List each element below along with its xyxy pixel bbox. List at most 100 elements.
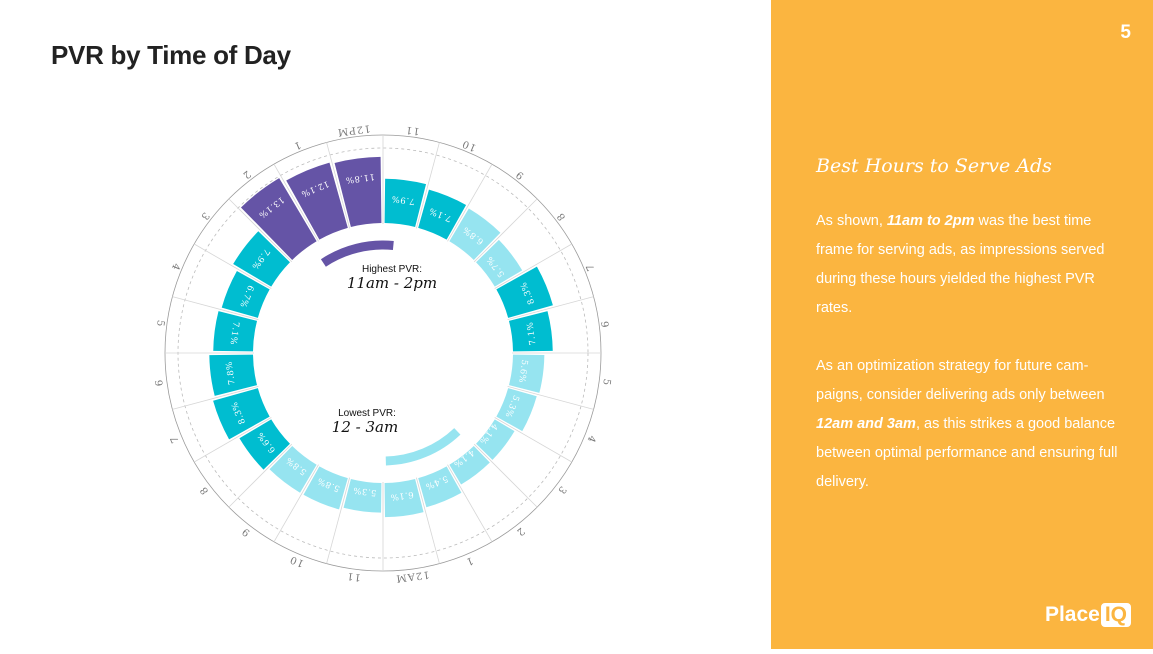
sector-divider xyxy=(416,142,440,229)
hour-label-22: 10 xyxy=(288,553,306,569)
placeiq-logo: Place IQ xyxy=(1045,603,1131,627)
bar-13 xyxy=(286,162,348,240)
slide-title: PVR by Time of Day xyxy=(51,40,291,70)
bar-16 xyxy=(221,271,270,318)
sector-divider xyxy=(473,443,538,508)
hour-label-0: 12AM xyxy=(395,568,430,583)
hour-label-6: 6 xyxy=(600,319,612,328)
hour-label-21: 9 xyxy=(240,525,253,538)
hour-label-13: 1 xyxy=(291,139,302,152)
sector-divider xyxy=(473,198,538,263)
hour-label-9: 9 xyxy=(514,168,527,181)
bar-17 xyxy=(213,311,258,352)
sector-divider xyxy=(494,243,572,289)
bar-4 xyxy=(496,388,537,432)
hour-label-10: 10 xyxy=(460,137,478,153)
bar-2 xyxy=(449,446,490,485)
lowest-range: 12 - 3am xyxy=(332,418,398,436)
hour-label-23: 11 xyxy=(346,570,362,583)
logo-box: IQ xyxy=(1100,603,1131,627)
data-label-12: 11.8% xyxy=(345,171,376,185)
bar-23 xyxy=(343,478,382,513)
hour-label-8: 8 xyxy=(555,210,568,223)
bar-20 xyxy=(239,419,290,470)
hour-label-20: 8 xyxy=(198,484,211,497)
sector-divider xyxy=(194,243,272,289)
sector-divider xyxy=(507,386,594,410)
sector-divider xyxy=(326,477,350,564)
lowest-label: Lowest PVR: xyxy=(338,408,396,419)
bar-12 xyxy=(334,156,382,228)
data-label-6: 7.1% xyxy=(525,321,538,346)
hour-label-11: 11 xyxy=(404,124,420,137)
sector-divider xyxy=(228,443,293,508)
bar-15 xyxy=(233,231,290,287)
data-label-17: 7.1% xyxy=(228,321,241,346)
data-label-23: 5.3% xyxy=(352,484,377,497)
sector-divider xyxy=(326,142,350,229)
lowest-arc xyxy=(385,428,461,466)
hour-label-12: 12PM xyxy=(336,122,371,137)
chart-annotations: Highest PVR:11am - 2pm Lowest PVR:12 - 3a… xyxy=(320,240,461,466)
sector-divider xyxy=(273,164,319,242)
bar-21 xyxy=(269,446,317,493)
logo-text: Place xyxy=(1044,603,1100,626)
sector-divider xyxy=(447,464,493,542)
p1-run: 11am to 2pm xyxy=(886,213,975,229)
sector-divider xyxy=(447,164,493,242)
page-number: 5 xyxy=(1120,22,1131,43)
sector-divider xyxy=(194,417,272,463)
bar-22 xyxy=(303,466,348,510)
bar-0 xyxy=(384,478,424,518)
bar-3 xyxy=(476,419,515,460)
panel-paragraph-2: As an optimization strategy for future c… xyxy=(816,352,1121,497)
bar-18 xyxy=(209,354,258,396)
hour-label-16: 4 xyxy=(169,261,182,272)
p2-run: As an optimization strategy for future c… xyxy=(816,358,1105,403)
hour-label-1: 1 xyxy=(464,554,475,567)
chart-bars xyxy=(209,156,553,518)
insight-panel: 5 Best Hours to Serve Ads As shown, 11am… xyxy=(771,0,1153,649)
p2-run: , as this strikes a good balance between… xyxy=(816,416,1118,490)
highest-arc xyxy=(320,240,394,267)
hour-label-18: 6 xyxy=(154,378,166,387)
hour-label-4: 4 xyxy=(584,434,597,445)
p1-run: As shown, xyxy=(816,213,887,229)
sector-divider xyxy=(172,296,259,320)
hour-label-2: 2 xyxy=(514,525,527,538)
bar-1 xyxy=(418,466,462,508)
bar-19 xyxy=(213,388,270,440)
panel-heading: Best Hours to Serve Ads xyxy=(816,155,1052,177)
panel-paragraph-1: As shown, 11am to 2pm was the best time … xyxy=(816,207,1121,323)
bar-6 xyxy=(508,311,553,352)
sector-divider xyxy=(507,296,594,320)
sector-divider xyxy=(494,417,572,463)
sector-divider xyxy=(228,198,293,263)
bar-7 xyxy=(496,266,553,318)
highest-label: Highest PVR: xyxy=(362,264,422,275)
p2-run: 12am and 3am xyxy=(816,416,916,432)
hour-label-19: 7 xyxy=(169,434,182,445)
bar-14 xyxy=(240,178,317,260)
p1-run: was the best time frame for serving ads,… xyxy=(816,213,1105,316)
data-label-0: 6.1% xyxy=(389,489,414,502)
data-label-5: 5.6% xyxy=(516,359,529,384)
hour-label-5: 5 xyxy=(600,378,612,387)
chart-grid xyxy=(164,134,602,572)
bar-10 xyxy=(418,189,467,240)
bar-9 xyxy=(449,208,501,260)
hour-label-14: 2 xyxy=(240,168,253,181)
hour-label-17: 5 xyxy=(154,319,166,328)
hour-label-15: 3 xyxy=(198,210,211,223)
bar-11 xyxy=(384,178,427,228)
sector-divider xyxy=(172,386,259,410)
data-label-18: 7.8% xyxy=(225,361,238,386)
bar-5 xyxy=(508,354,545,393)
radial-chart-svg: 6.1%5.4%4.1%4.1%5.3%5.6%7.1%8.3%5.7%6.8%… xyxy=(154,122,612,583)
bar-8 xyxy=(476,239,523,287)
data-label-11: 7.9% xyxy=(391,193,416,206)
sector-divider xyxy=(273,464,319,542)
hour-label-3: 3 xyxy=(555,484,568,497)
radial-chart: 6.1% 5.4% 4.1% 4.1% 5.3% 5.6% 7.1% 8.3% 5.7% 6.8%… xyxy=(154,122,612,583)
highest-range: 11am - 2pm xyxy=(347,274,437,292)
